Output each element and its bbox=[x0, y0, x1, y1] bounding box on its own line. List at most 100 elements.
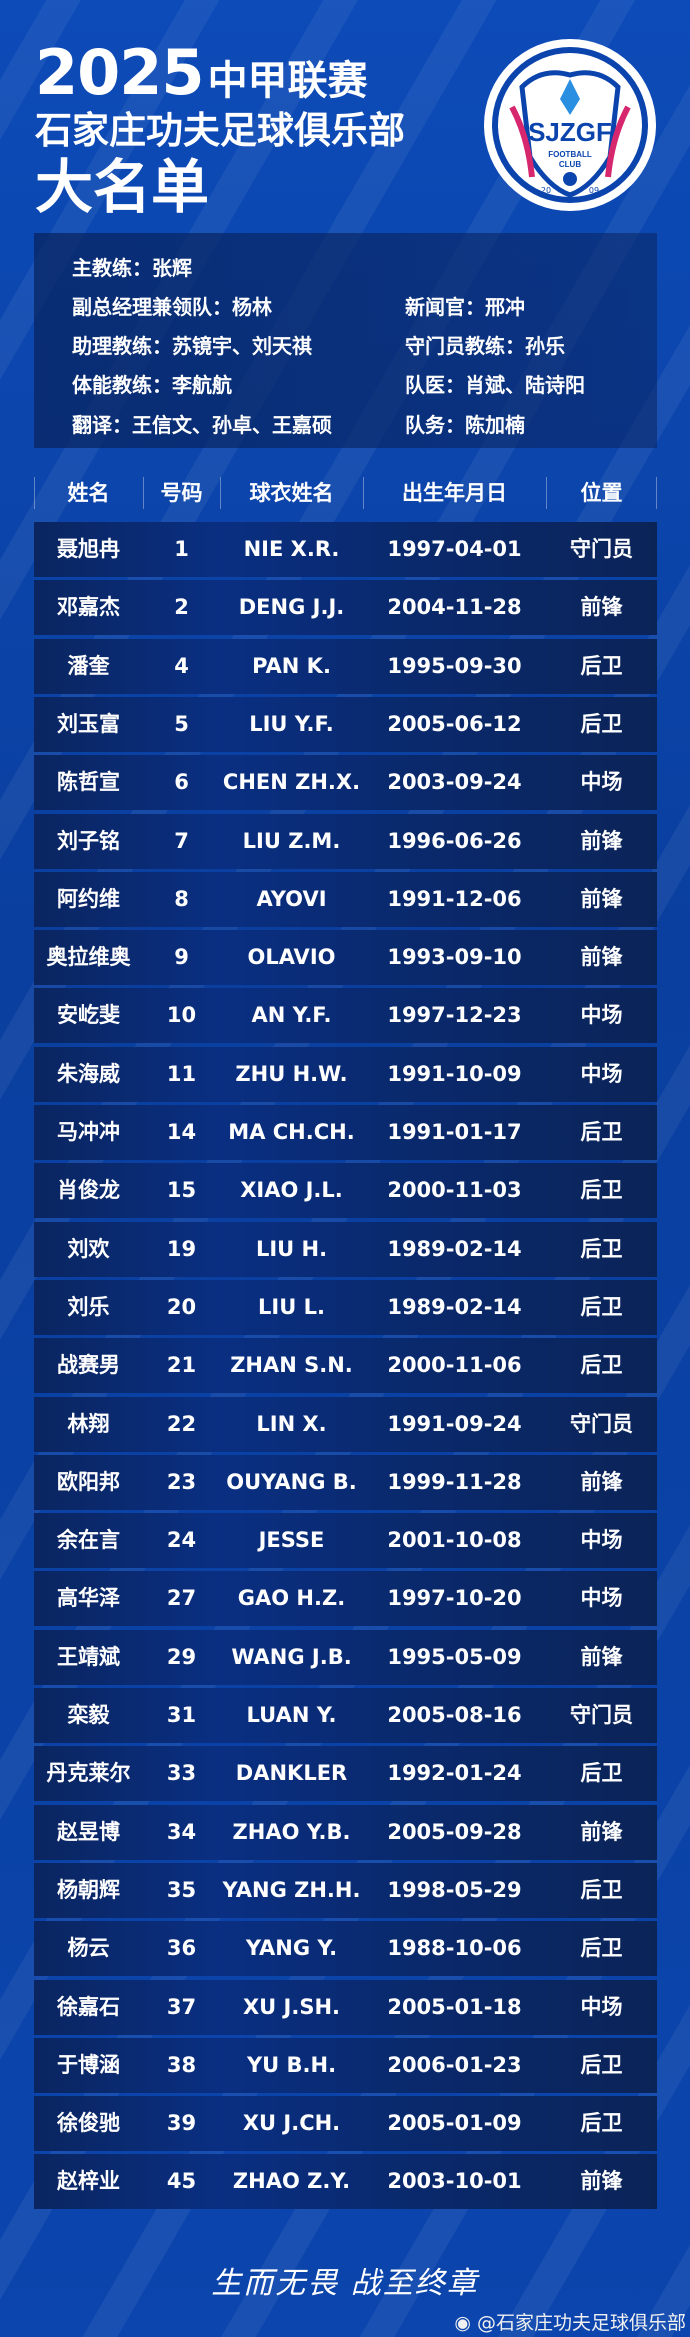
player-name: 刘欢 bbox=[67, 1236, 110, 1261]
position: 前锋 bbox=[580, 1469, 623, 1494]
player-name: 奥拉维奥 bbox=[46, 945, 131, 970]
jersey-name: YU B.H. bbox=[246, 2052, 337, 2077]
player-number: 31 bbox=[166, 1703, 197, 1727]
player-number: 11 bbox=[166, 1061, 197, 1086]
slogan: 生而无畏 战至终章 bbox=[211, 2266, 479, 2301]
player-number: 14 bbox=[166, 1120, 197, 1144]
table-row: 刘乐 20 LIU L. 1989-02-14 后卫 bbox=[34, 1279, 657, 1335]
player-name: 于博涵 bbox=[57, 2052, 120, 2077]
staff-goalkeeper-coach: 守门员教练：孙乐 bbox=[405, 334, 565, 358]
player-number: 7 bbox=[174, 828, 189, 853]
jersey-name: OUYANG B. bbox=[226, 1469, 357, 1494]
col-birthdate: 出生年月日 bbox=[402, 481, 507, 505]
birthdate: 2004-11-28 bbox=[387, 595, 522, 620]
staff-team-doctor: 队医：肖斌、陆诗阳 bbox=[405, 373, 585, 397]
position: 前锋 bbox=[580, 1644, 623, 1669]
birthdate: 1999-11-28 bbox=[387, 1469, 522, 1494]
staff-head-coach: 主教练：张辉 bbox=[72, 256, 192, 280]
position: 前锋 bbox=[580, 1819, 623, 1844]
club-name: 石家庄功夫足球俱乐部 bbox=[35, 109, 405, 152]
player-name: 欧阳邦 bbox=[57, 1469, 120, 1494]
jersey-name: LIN X. bbox=[256, 1411, 327, 1436]
birthdate: 1996-06-26 bbox=[387, 828, 522, 853]
position: 前锋 bbox=[580, 2169, 623, 2194]
player-name: 王靖斌 bbox=[57, 1644, 120, 1669]
player-name: 刘乐 bbox=[67, 1294, 110, 1319]
jersey-name: JESSE bbox=[258, 1528, 325, 1553]
weibo-handle: @石家庄功夫足球俱乐部 bbox=[476, 2312, 686, 2334]
jersey-name: DENG J.J. bbox=[238, 595, 345, 620]
jersey-name: ZHAO Z.Y. bbox=[232, 2169, 351, 2194]
player-name: 余在言 bbox=[57, 1528, 120, 1553]
player-name: 潘奎 bbox=[67, 653, 110, 678]
jersey-name: YANG Y. bbox=[245, 1936, 338, 1961]
player-number: 1 bbox=[174, 537, 189, 561]
title-line-1: 2025 中甲联赛 bbox=[35, 36, 368, 109]
birthdate: 1988-10-06 bbox=[387, 1936, 522, 1961]
jersey-name: ZHAN S.N. bbox=[230, 1353, 353, 1378]
birthdate: 2003-10-01 bbox=[387, 2169, 522, 2194]
col-name: 姓名 bbox=[67, 481, 110, 505]
player-number: 45 bbox=[166, 2169, 197, 2194]
league-name: 中甲联赛 bbox=[207, 58, 368, 104]
logo-sub2: CLUB bbox=[559, 160, 581, 169]
player-name: 战赛男 bbox=[57, 1353, 120, 1378]
player-number: 37 bbox=[166, 1994, 197, 2019]
player-name: 刘玉富 bbox=[57, 711, 120, 736]
ball-icon bbox=[563, 172, 577, 186]
jersey-name: ZHU H.W. bbox=[235, 1061, 348, 1086]
table-row: 刘玉富 5 LIU Y.F. 2005-06-12 后卫 bbox=[34, 696, 657, 752]
birthdate: 1995-05-09 bbox=[387, 1644, 522, 1669]
player-name: 朱海威 bbox=[57, 1061, 120, 1086]
table-row: 战赛男 21 ZHAN S.N. 2000-11-06 后卫 bbox=[34, 1338, 657, 1394]
jersey-name: NIE X.R. bbox=[243, 537, 340, 561]
club-logo: SJZGF FOOTBALL CLUB 20 09 bbox=[484, 39, 656, 211]
jersey-name: LUAN Y. bbox=[246, 1703, 337, 1727]
player-name: 阿约维 bbox=[57, 886, 120, 911]
jersey-name: LIU L. bbox=[258, 1294, 325, 1319]
player-number: 39 bbox=[166, 2111, 197, 2136]
player-name: 徐嘉石 bbox=[57, 1994, 120, 2019]
birthdate: 2005-08-16 bbox=[387, 1703, 522, 1727]
table-header: 姓名 号码 球衣姓名 出生年月日 位置 bbox=[34, 477, 657, 509]
jersey-name: MA CH.CH. bbox=[228, 1120, 355, 1144]
table-row: 朱海威 11 ZHU H.W. 1991-10-09 中场 bbox=[34, 1046, 657, 1102]
birthdate: 2005-06-12 bbox=[387, 711, 522, 736]
player-number: 35 bbox=[166, 1877, 197, 1902]
position: 中场 bbox=[580, 1586, 623, 1611]
player-number: 5 bbox=[174, 711, 189, 736]
birthdate: 1989-02-14 bbox=[387, 1294, 522, 1319]
birthdate: 1989-02-14 bbox=[387, 1236, 522, 1261]
logo-year-right: 09 bbox=[589, 186, 599, 195]
table-row: 杨云 36 YANG Y. 1988-10-06 后卫 bbox=[34, 1921, 657, 1977]
position: 后卫 bbox=[580, 1353, 623, 1378]
position: 守门员 bbox=[570, 1411, 633, 1436]
jersey-name: LIU H. bbox=[255, 1236, 328, 1261]
staff-press-officer: 新闻官：邢冲 bbox=[405, 295, 525, 319]
player-name: 林翔 bbox=[67, 1411, 110, 1436]
birthdate: 2000-11-03 bbox=[387, 1178, 522, 1203]
player-number: 24 bbox=[166, 1528, 197, 1553]
birthdate: 1991-12-06 bbox=[387, 886, 522, 911]
player-number: 15 bbox=[166, 1178, 197, 1203]
jersey-name: GAO H.Z. bbox=[237, 1586, 346, 1611]
player-number: 38 bbox=[166, 2052, 197, 2077]
table-row: 于博涵 38 YU B.H. 2006-01-23 后卫 bbox=[34, 2037, 657, 2093]
position: 后卫 bbox=[580, 2111, 623, 2136]
player-number: 21 bbox=[166, 1353, 197, 1378]
staff-deputy-gm: 副总经理兼领队：杨林 bbox=[72, 295, 272, 319]
position: 后卫 bbox=[580, 1120, 623, 1144]
player-number: 8 bbox=[174, 886, 189, 911]
player-number: 10 bbox=[166, 1003, 197, 1028]
player-name: 刘子铭 bbox=[57, 828, 120, 853]
birthdate: 1992-01-24 bbox=[387, 1761, 522, 1786]
player-name: 杨朝辉 bbox=[57, 1877, 120, 1902]
logo-text: SJZGF bbox=[528, 117, 612, 147]
birthdate: 1998-05-29 bbox=[387, 1877, 522, 1902]
birthdate: 2005-01-18 bbox=[387, 1994, 522, 2019]
table-row: 高华泽 27 GAO H.Z. 1997-10-20 中场 bbox=[34, 1571, 657, 1627]
jersey-name: XU J.SH. bbox=[242, 1994, 341, 2019]
table-row: 肖俊龙 15 XIAO J.L. 2000-11-03 后卫 bbox=[34, 1163, 657, 1219]
table-row: 徐嘉石 37 XU J.SH. 2005-01-18 中场 bbox=[34, 1979, 657, 2035]
player-number: 19 bbox=[166, 1236, 197, 1261]
